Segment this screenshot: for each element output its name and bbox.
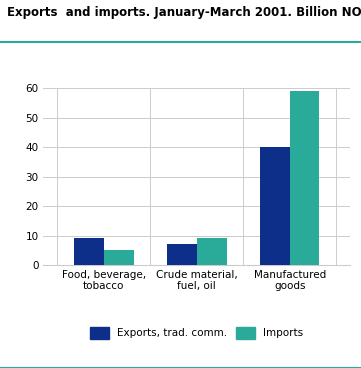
Bar bbox=[260, 147, 290, 265]
Bar bbox=[167, 244, 197, 265]
Bar bbox=[290, 91, 319, 265]
Bar bbox=[104, 250, 134, 265]
Text: Exports  and imports. January-March 2001. Billion NOK: Exports and imports. January-March 2001.… bbox=[7, 6, 361, 18]
Bar bbox=[74, 238, 104, 265]
Legend: Exports, trad. comm., Imports: Exports, trad. comm., Imports bbox=[90, 327, 303, 339]
Bar bbox=[197, 238, 226, 265]
